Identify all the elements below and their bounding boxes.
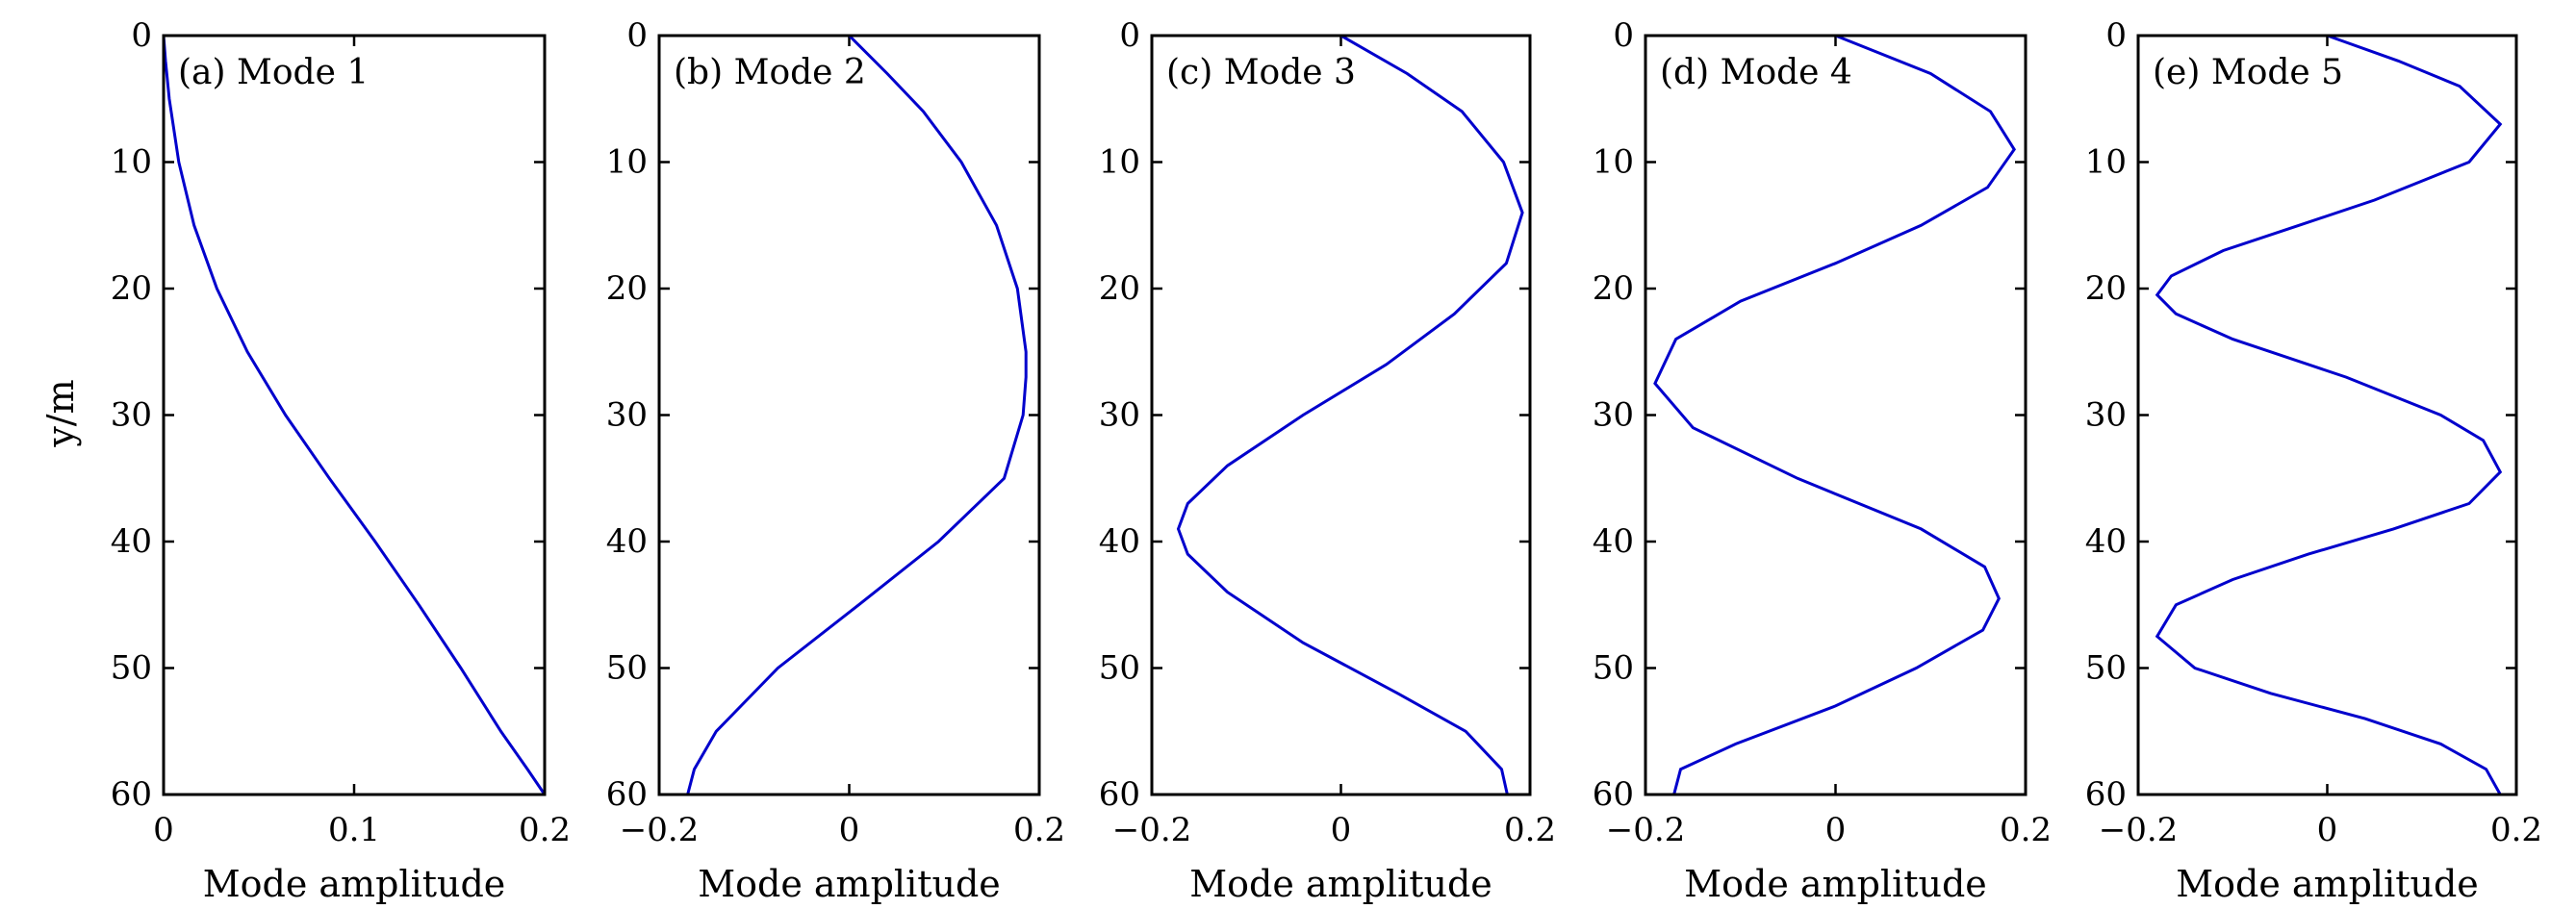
panel-label: (d) Mode 4	[1660, 53, 1852, 92]
y-tick-label: 40	[1593, 522, 1634, 561]
y-tick-label: 0	[131, 16, 152, 55]
panel-5: 0 10 20 30 40 50 60−0.2 0 0.2 (e) Mode 5 Mode ampl…	[2085, 16, 2542, 905]
x-tick-label: 0.2	[2490, 811, 2542, 849]
x-tick-label: 0.2	[2000, 811, 2052, 849]
x-tick-label: −0.2	[2099, 811, 2179, 849]
y-tick-label: 20	[606, 269, 648, 308]
y-tick-label: 20	[1099, 269, 1140, 308]
x-axis-title: Mode amplitude	[203, 863, 506, 905]
y-tick-label: 10	[2085, 143, 2127, 182]
x-tick-label: −0.2	[620, 811, 700, 849]
y-tick-label: 50	[1593, 649, 1634, 688]
y-axis-title: y/m	[39, 379, 82, 447]
y-tick-label: 30	[1099, 396, 1140, 435]
y-tick-label: 40	[2085, 522, 2127, 561]
panel-4: 0 10 20 30 40 50 60−0.2 0 0.2 (d) Mode 4 Mode ampl…	[1593, 16, 2052, 905]
y-tick-label: 0	[2105, 16, 2127, 55]
y-tick-label: 50	[1099, 649, 1140, 688]
x-tick-label: −0.2	[1606, 811, 1686, 849]
y-tick-label: 40	[111, 522, 152, 561]
y-tick-label: 60	[111, 775, 152, 814]
panel-3: 0 10 20 30 40 50 60−0.2 0 0.2 (c) Mode 3 Mode ampl…	[1099, 16, 1556, 905]
panel-2: 0 10 20 30 40 50 60−0.2 0 0.2 (b) Mode 2 Mode ampl…	[606, 16, 1065, 905]
x-tick-label: −0.2	[1112, 811, 1192, 849]
plot-frame	[1150, 34, 1532, 796]
mode-curve	[1653, 34, 2016, 795]
y-tick-label: 60	[1099, 775, 1140, 814]
y-tick-label: 40	[1099, 522, 1140, 561]
y-tick-label: 50	[111, 649, 152, 688]
panel-label: (e) Mode 5	[2153, 53, 2343, 92]
y-tick-label: 30	[111, 396, 152, 435]
y-tick-label: 40	[606, 522, 648, 561]
panel-label: (b) Mode 2	[674, 53, 866, 92]
y-tick-label: 0	[626, 16, 648, 55]
x-tick-label: 0.2	[1504, 811, 1556, 849]
x-tick-label: 0	[1331, 811, 1352, 849]
x-tick-label: 0	[839, 811, 860, 849]
x-tick-label: 0	[1825, 811, 1847, 849]
y-tick-label: 30	[606, 396, 648, 435]
y-tick-label: 30	[1593, 396, 1634, 435]
y-tick-label: 10	[111, 143, 152, 182]
panel-label: (c) Mode 3	[1166, 53, 1356, 92]
y-tick-label: 50	[606, 649, 648, 688]
y-tick-label: 10	[1099, 143, 1140, 182]
y-tick-label: 0	[1613, 16, 1634, 55]
x-tick-label: 0.2	[1013, 811, 1065, 849]
plot-frame	[162, 34, 547, 796]
mode-curve	[162, 35, 547, 795]
x-tick-label: 0.2	[519, 811, 571, 849]
panel-label: (a) Mode 1	[178, 53, 369, 92]
y-tick-label: 60	[606, 775, 648, 814]
x-axis-title: Mode amplitude	[1684, 863, 1987, 905]
plot-frame	[1644, 34, 2028, 796]
y-tick-label: 20	[1593, 269, 1634, 308]
y-tick-label: 20	[2085, 269, 2127, 308]
y-tick-label: 60	[2085, 775, 2127, 814]
y-tick-label: 0	[1119, 16, 1140, 55]
x-axis-title: Mode amplitude	[1189, 863, 1492, 905]
x-axis-title: Mode amplitude	[698, 863, 1001, 905]
mode-curve	[2155, 34, 2503, 795]
y-tick-label: 10	[606, 143, 648, 182]
y-tick-label: 60	[1593, 775, 1634, 814]
y-tick-label: 20	[111, 269, 152, 308]
x-tick-label: 0	[2317, 811, 2338, 849]
y-tick-label: 30	[2085, 396, 2127, 435]
x-tick-label: 0.1	[328, 811, 380, 849]
plot-frame	[657, 34, 1041, 796]
plot-frame	[2136, 34, 2518, 796]
x-tick-label: 0	[153, 811, 174, 849]
mode-curve	[1176, 34, 1524, 795]
y-tick-label: 50	[2085, 649, 2127, 688]
mode-curve	[686, 34, 1028, 795]
x-axis-title: Mode amplitude	[2176, 863, 2479, 905]
y-tick-label: 10	[1593, 143, 1634, 182]
